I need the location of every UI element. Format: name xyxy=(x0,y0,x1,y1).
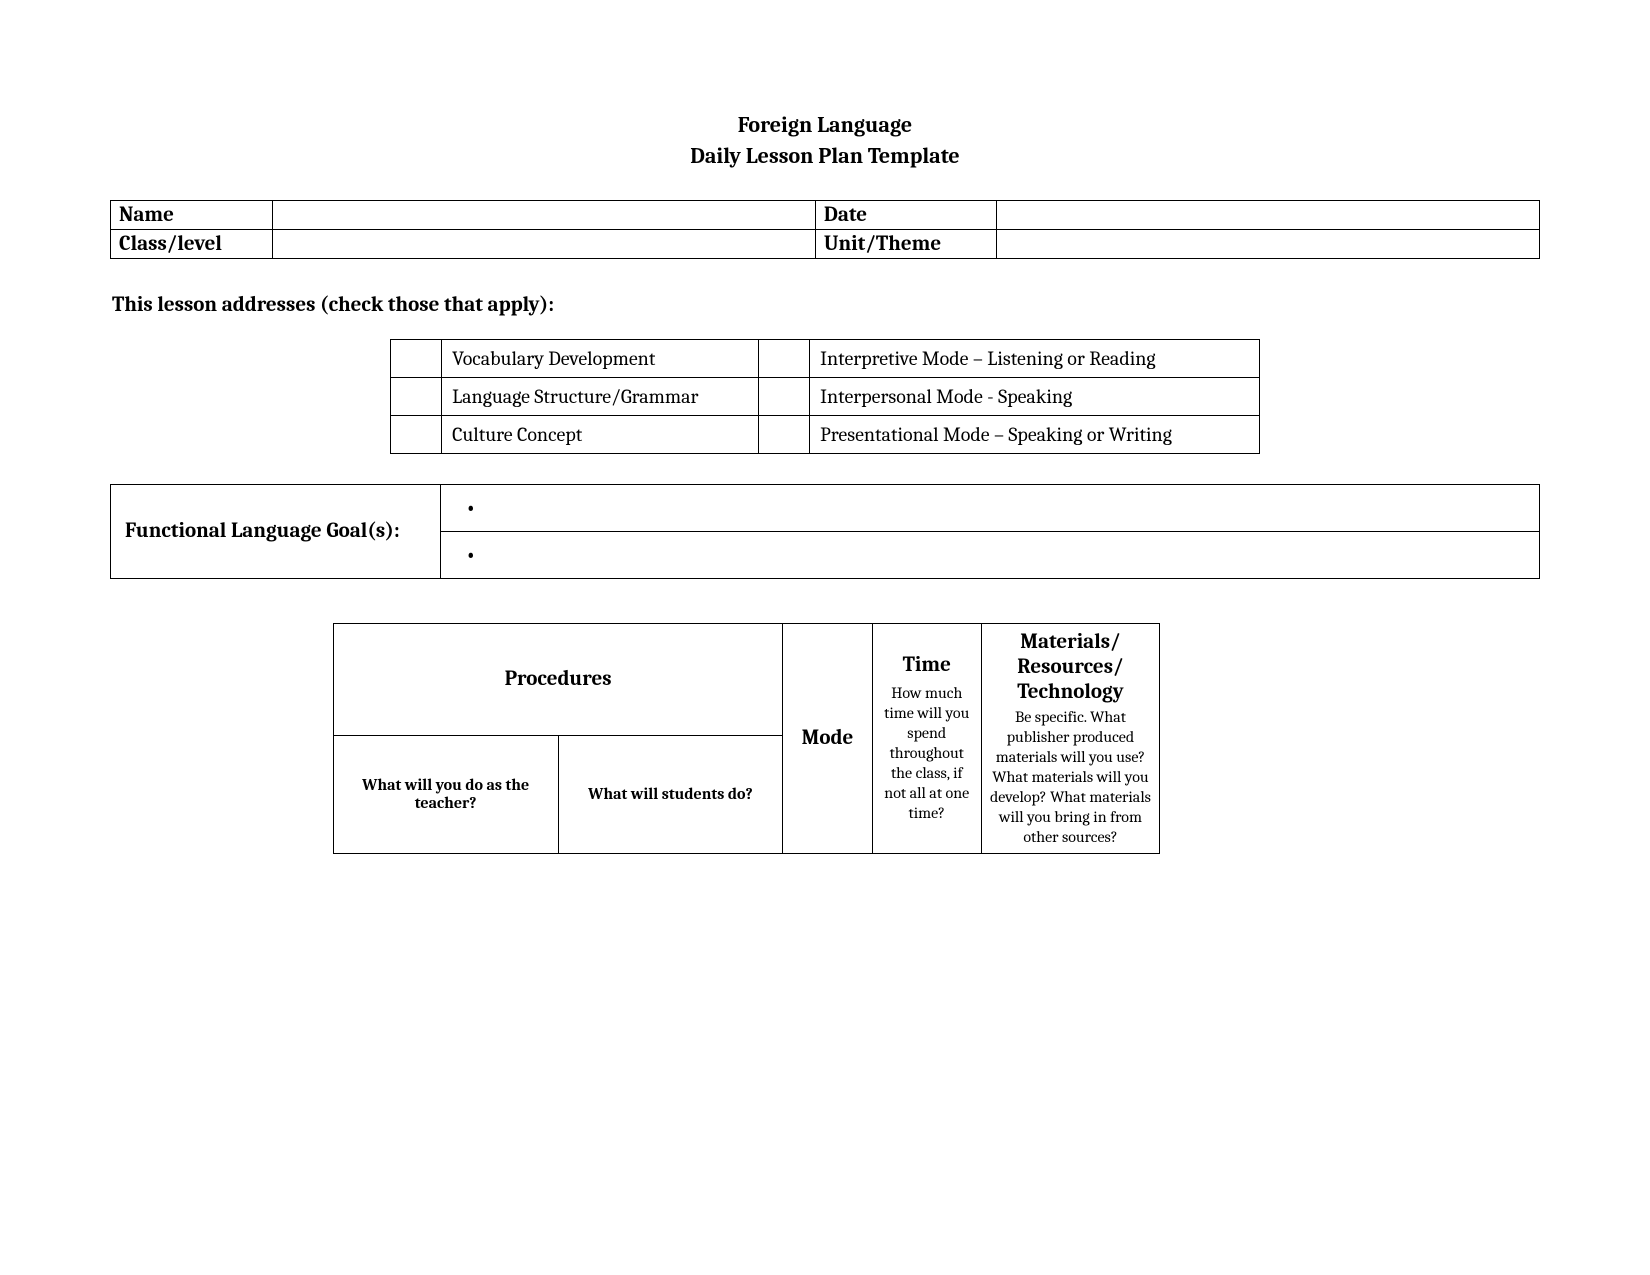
goals-label: Functional Language Goal(s): xyxy=(111,484,441,578)
table-row: Vocabulary Development Interpretive Mode… xyxy=(391,339,1260,377)
procedures-table: Procedures Mode Time How much time will … xyxy=(130,623,1160,855)
unit-theme-field[interactable] xyxy=(996,229,1539,258)
title-line-1: Foreign Language xyxy=(110,110,1540,141)
student-question: What will students do? xyxy=(558,735,783,854)
table-row: Functional Language Goal(s): • xyxy=(111,484,1540,531)
check-label-interpersonal: Interpersonal Mode - Speaking xyxy=(810,377,1260,415)
materials-header-cell: Materials/ Resources/ Technology Be spec… xyxy=(981,623,1159,854)
check-label-vocabulary: Vocabulary Development xyxy=(442,339,759,377)
table-row: Class/level Unit/Theme xyxy=(111,229,1540,258)
table-row: Name Date xyxy=(111,200,1540,229)
check-label-grammar: Language Structure/Grammar xyxy=(442,377,759,415)
name-field[interactable] xyxy=(272,200,815,229)
functional-goals-table: Functional Language Goal(s): • • xyxy=(110,484,1540,579)
materials-subtext: Be specific. What publisher produced mat… xyxy=(990,707,1151,847)
checkbox-presentational[interactable] xyxy=(759,415,810,453)
time-header-cell: Time How much time will you spend throug… xyxy=(872,623,981,854)
checkbox-grammar[interactable] xyxy=(391,377,442,415)
time-header: Time xyxy=(881,653,973,677)
table-row: Procedures Mode Time How much time will … xyxy=(130,623,1160,735)
materials-header: Materials/ Resources/ Technology xyxy=(990,630,1151,706)
checkbox-culture[interactable] xyxy=(391,415,442,453)
info-table: Name Date Class/level Unit/Theme xyxy=(110,200,1540,259)
procedures-header: Procedures xyxy=(333,623,783,735)
class-level-field[interactable] xyxy=(272,229,815,258)
document-title: Foreign Language Daily Lesson Plan Templ… xyxy=(110,110,1540,172)
time-subtext: How much time will you spend throughout … xyxy=(881,683,973,823)
checkbox-vocabulary[interactable] xyxy=(391,339,442,377)
goal-bullet-1[interactable]: • xyxy=(441,484,1540,531)
lesson-plan-page: Foreign Language Daily Lesson Plan Templ… xyxy=(0,0,1650,1275)
checkbox-interpretive[interactable] xyxy=(759,339,810,377)
table-row: Culture Concept Presentational Mode – Sp… xyxy=(391,415,1260,453)
check-label-culture: Culture Concept xyxy=(442,415,759,453)
class-level-label: Class/level xyxy=(111,229,273,258)
check-label-interpretive: Interpretive Mode – Listening or Reading xyxy=(810,339,1260,377)
teacher-question: What will you do as the teacher? xyxy=(333,735,558,854)
checkbox-interpersonal[interactable] xyxy=(759,377,810,415)
procedures-blank-leader xyxy=(130,623,333,854)
addresses-heading: This lesson addresses (check those that … xyxy=(112,293,1540,317)
check-label-presentational: Presentational Mode – Speaking or Writin… xyxy=(810,415,1260,453)
mode-header: Mode xyxy=(783,623,872,854)
date-field[interactable] xyxy=(996,200,1539,229)
name-label: Name xyxy=(111,200,273,229)
unit-theme-label: Unit/Theme xyxy=(815,229,996,258)
goal-bullet-2[interactable]: • xyxy=(441,531,1540,578)
date-label: Date xyxy=(815,200,996,229)
table-row: Language Structure/Grammar Interpersonal… xyxy=(391,377,1260,415)
addresses-check-table: Vocabulary Development Interpretive Mode… xyxy=(390,339,1260,454)
title-line-2: Daily Lesson Plan Template xyxy=(110,141,1540,172)
